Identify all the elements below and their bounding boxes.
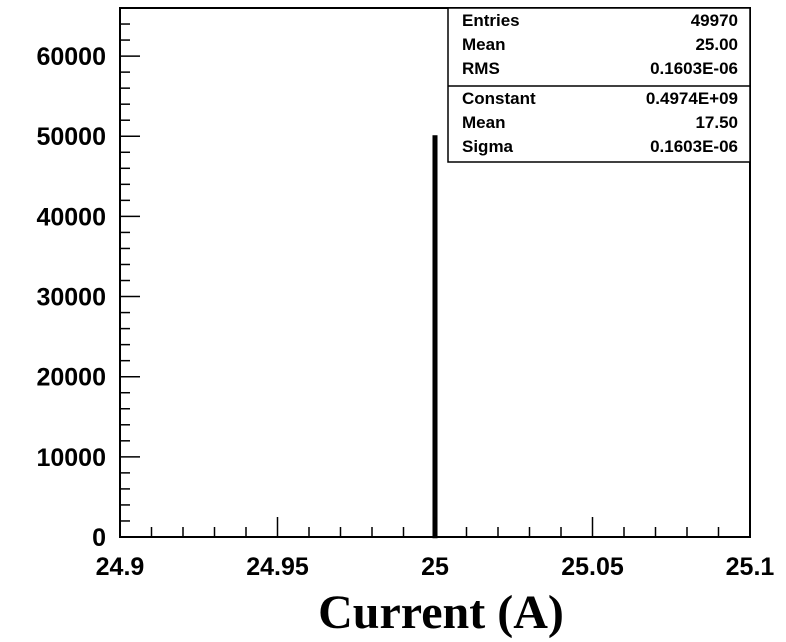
y-tick-label: 40000 [36,203,106,231]
stats-label: Entries [462,11,520,30]
x-tick-label: 24.9 [96,553,145,581]
histogram-bar-0 [432,135,438,539]
stats-label: Mean [462,113,505,132]
stats-value: 49970 [691,11,738,30]
y-tick-label: 20000 [36,364,106,392]
stats-label: Constant [462,89,536,108]
x-tick-label: 25.1 [726,553,775,581]
y-tick-label: 60000 [36,43,106,71]
stats-value: 25.00 [695,35,738,54]
x-tick-label: 24.95 [246,553,309,581]
stats-value: 0.4974E+09 [646,89,738,108]
x-axis-ticks: 24.9 24.95 25 25.05 25.1 [96,517,775,581]
stats-label: Sigma [462,137,514,156]
stats-value: 0.1603E-06 [650,59,738,78]
x-axis-label: Current (A) [318,586,564,639]
y-tick-label: 0 [92,524,106,552]
stats-box-frame [447,7,751,163]
y-tick-label: 50000 [36,123,106,151]
y-tick-label: 30000 [36,284,106,312]
y-axis-ticks: 0 10000 20000 30000 40000 50000 60000 [36,7,140,552]
stats-value: 17.50 [695,113,738,132]
stats-box: Entries 49970 Mean 25.00 RMS 0.1603E-06 Consta… [447,7,751,163]
x-tick-label: 25 [421,553,449,581]
y-tick-label: 10000 [36,444,106,472]
stats-value: 0.1603E-06 [650,137,738,156]
x-tick-label: 25.05 [561,553,624,581]
stats-label: Mean [462,35,505,54]
stats-label: RMS [462,59,500,78]
histogram-bars [432,135,438,539]
